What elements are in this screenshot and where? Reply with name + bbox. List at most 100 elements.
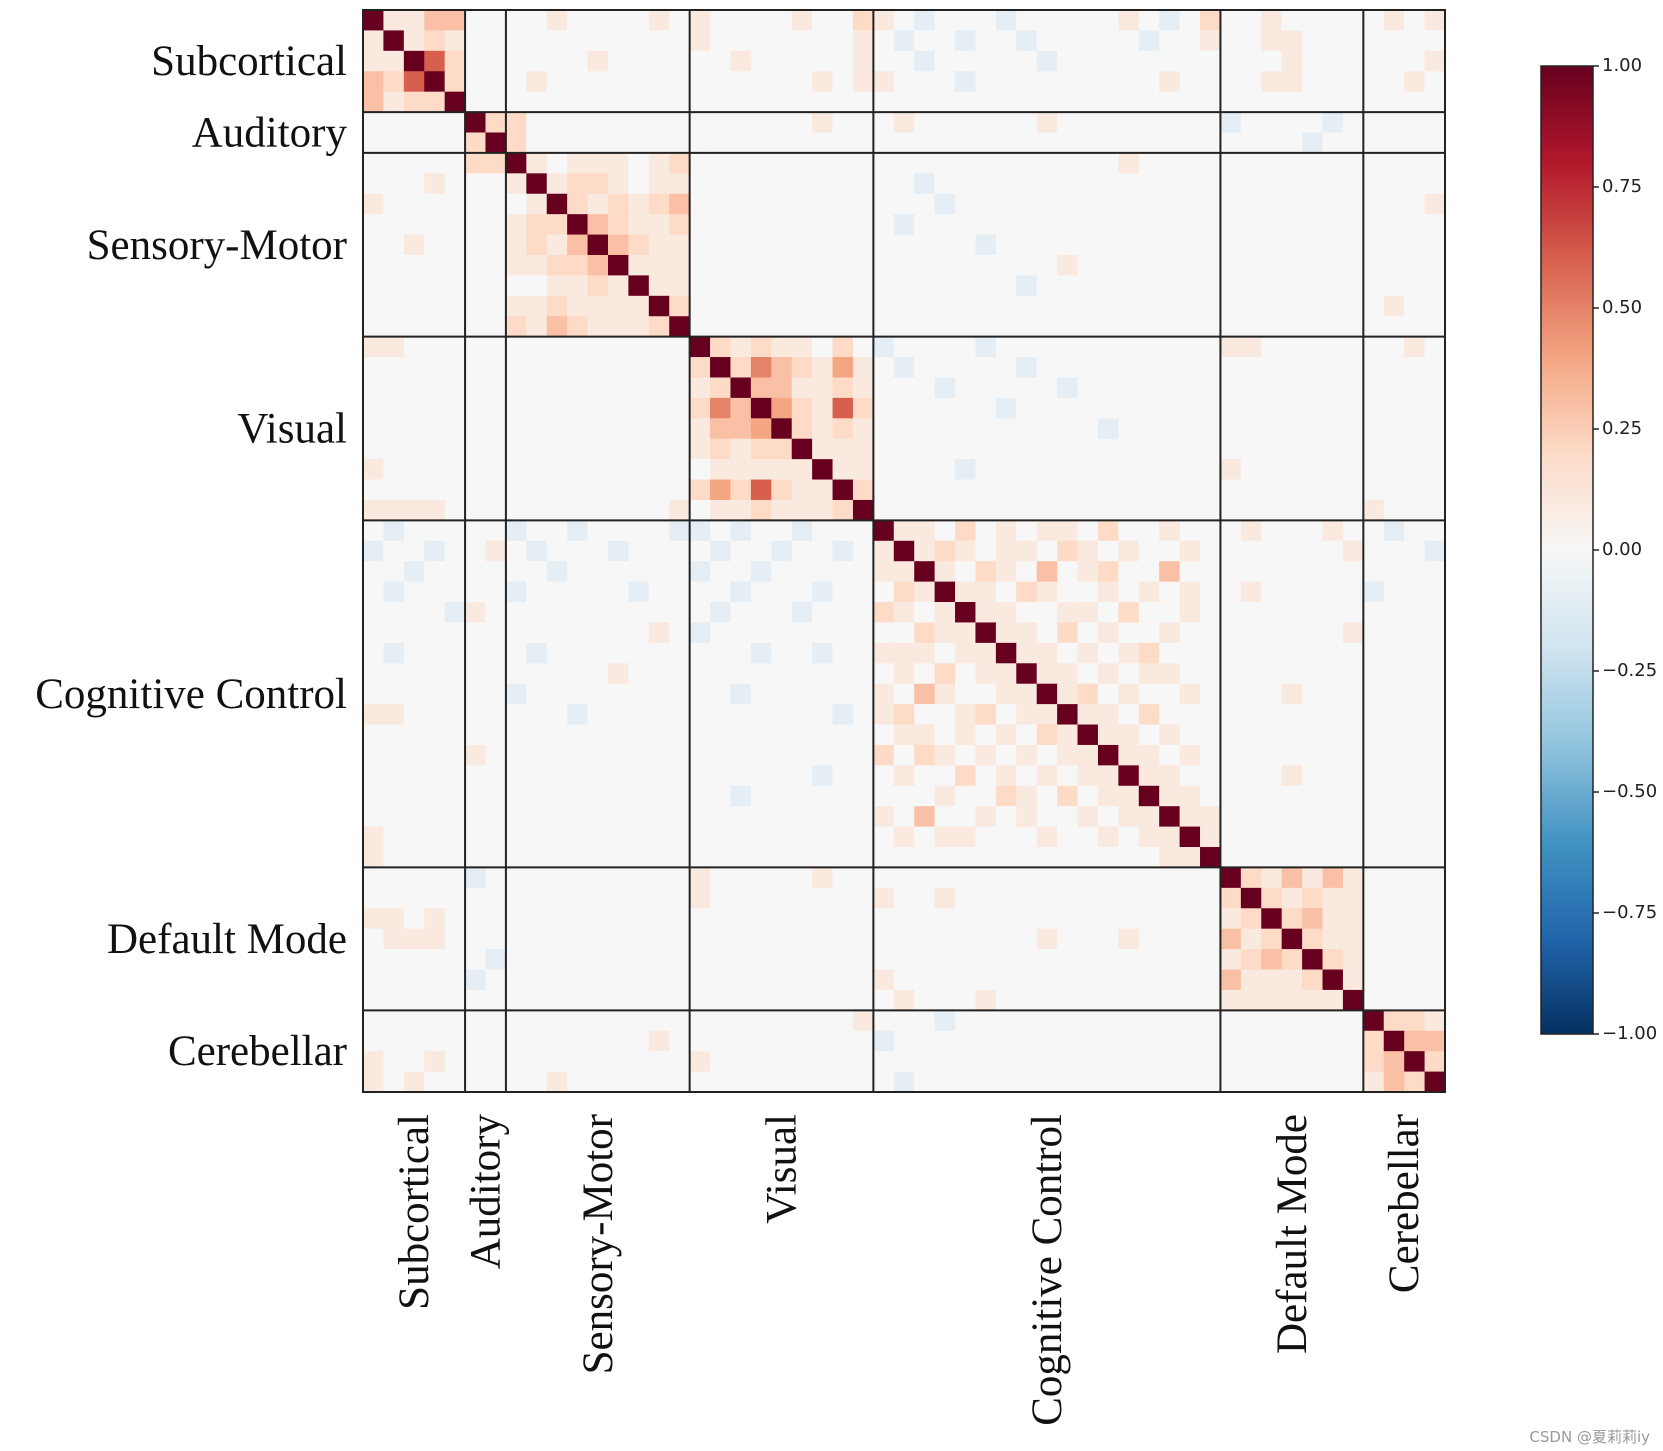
heatmap-cell: [1097, 949, 1119, 970]
heatmap-cell: [1363, 806, 1385, 828]
heatmap-cell: [526, 663, 548, 685]
heatmap-cell: [975, 1010, 997, 1032]
heatmap-cell: [975, 908, 997, 930]
heatmap-cell: [628, 847, 650, 868]
heatmap-cell: [710, 887, 731, 909]
heatmap-cell: [485, 336, 507, 358]
heatmap-cell: [587, 887, 609, 909]
heatmap-cell: [1118, 887, 1140, 909]
heatmap-cell: [363, 193, 384, 215]
heatmap-cell: [669, 1030, 691, 1052]
heatmap-cell: [934, 826, 956, 848]
heatmap-cell: [1404, 908, 1425, 930]
heatmap-cell: [750, 357, 772, 378]
heatmap-cell: [567, 377, 588, 399]
heatmap-cell: [363, 1030, 384, 1052]
heatmap-cell: [995, 1051, 1017, 1072]
heatmap-cell: [403, 173, 425, 195]
heatmap-cell: [1016, 214, 1038, 235]
heatmap-cell: [546, 377, 568, 399]
heatmap-cell: [526, 622, 548, 644]
heatmap-cell: [1179, 949, 1201, 970]
heatmap-cell: [1383, 50, 1405, 72]
heatmap-cell: [1057, 193, 1078, 215]
heatmap-cell: [383, 887, 405, 909]
heatmap-cell: [1261, 316, 1283, 338]
heatmap-cell: [791, 969, 813, 991]
heatmap-cell: [1302, 132, 1323, 154]
heatmap-cell: [1179, 10, 1201, 31]
heatmap-cell: [628, 826, 650, 848]
heatmap-cell: [465, 949, 486, 970]
heatmap-cell: [791, 438, 813, 460]
heatmap-cell: [1322, 377, 1344, 399]
heatmap-cell: [1077, 234, 1099, 256]
heatmap-cell: [750, 234, 772, 256]
heatmap-cell: [648, 949, 670, 970]
heatmap-cell: [628, 989, 650, 1011]
heatmap-cell: [1118, 744, 1140, 766]
heatmap-cell: [363, 418, 384, 440]
heatmap-cell: [710, 744, 731, 766]
heatmap-cell: [1138, 152, 1160, 174]
heatmap-cell: [1342, 377, 1364, 399]
heatmap-cell: [852, 132, 874, 154]
heatmap-cell: [832, 806, 854, 828]
heatmap-cell: [607, 602, 629, 623]
heatmap-cell: [648, 663, 670, 685]
heatmap-cell: [485, 234, 507, 256]
heatmap-cell: [485, 152, 507, 174]
heatmap-cell: [1057, 887, 1078, 909]
heatmap-cell: [893, 1071, 915, 1093]
heatmap-cell: [934, 1051, 956, 1072]
heatmap-cell: [567, 928, 588, 950]
heatmap-cell: [1404, 459, 1425, 480]
heatmap-cell: [791, 1071, 813, 1093]
heatmap-cell: [873, 663, 895, 685]
heatmap-cell: [975, 418, 997, 440]
heatmap-cell: [383, 561, 405, 583]
heatmap-cell: [893, 765, 915, 787]
heatmap-cell: [771, 622, 793, 644]
heatmap-cell: [995, 234, 1017, 256]
heatmap-cell: [465, 336, 486, 358]
heatmap-cell: [1016, 867, 1038, 889]
heatmap-cell: [505, 1051, 527, 1072]
heatmap-cell: [1404, 683, 1425, 705]
heatmap-cell: [771, 663, 793, 685]
heatmap-cell: [873, 214, 895, 235]
heatmap-cell: [1016, 724, 1038, 746]
heatmap-cell: [485, 908, 507, 930]
heatmap-cell: [1363, 152, 1385, 174]
heatmap-cell: [730, 1030, 752, 1052]
heatmap-cell: [730, 173, 752, 195]
heatmap-cell: [1363, 785, 1385, 807]
heatmap-cell: [812, 50, 833, 72]
heatmap-cell: [1077, 867, 1099, 889]
heatmap-cell: [403, 214, 425, 235]
heatmap-cell: [1240, 622, 1262, 644]
heatmap-cell: [1159, 887, 1181, 909]
heatmap-cell: [893, 724, 915, 746]
heatmap-cell: [546, 969, 568, 991]
heatmap-cell: [873, 418, 895, 440]
heatmap-cell: [771, 132, 793, 154]
heatmap-cell: [1138, 602, 1160, 623]
heatmap-cell: [546, 1071, 568, 1093]
heatmap-cell: [465, 91, 486, 113]
heatmap-cell: [444, 928, 466, 950]
heatmap-cell: [424, 949, 446, 970]
heatmap-cell: [628, 1030, 650, 1052]
heatmap-cell: [383, 847, 405, 868]
heatmap-cell: [689, 397, 711, 419]
heatmap-cell: [893, 479, 915, 501]
heatmap-cell: [873, 622, 895, 644]
heatmap-cell: [465, 969, 486, 991]
heatmap-cell: [730, 357, 752, 378]
heatmap-cell: [1118, 10, 1140, 31]
heatmap-cell: [1404, 254, 1425, 276]
heatmap-cell: [669, 847, 691, 868]
heatmap-cell: [383, 214, 405, 235]
heatmap-cell: [710, 949, 731, 970]
heatmap-cell: [689, 642, 711, 664]
